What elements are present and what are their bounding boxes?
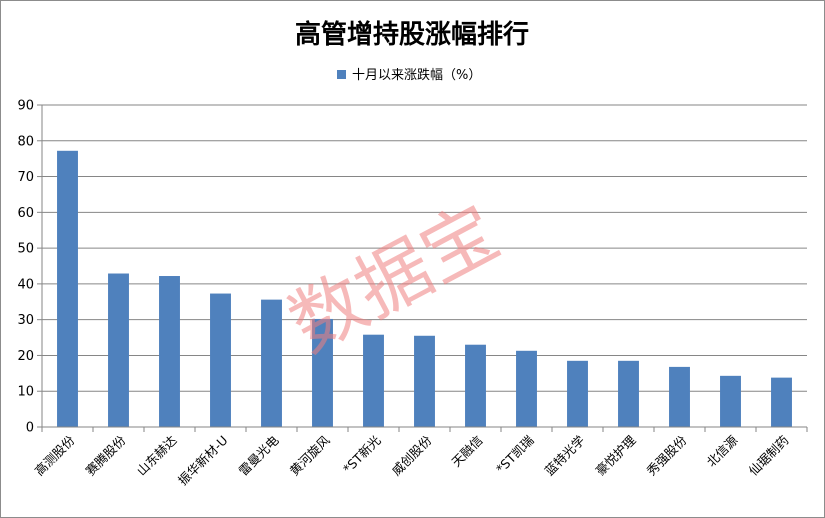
x-tick-label: 仙琚制药 (746, 433, 792, 479)
bar (414, 335, 435, 427)
bar (618, 360, 639, 427)
bar (57, 150, 78, 427)
x-tick-label: 雷曼光电 (236, 432, 282, 478)
y-tick-label: 90 (17, 99, 34, 114)
x-tick-label: *ST凯瑞 (493, 433, 537, 477)
bar (465, 344, 486, 427)
y-tick-label: 70 (17, 170, 34, 185)
chart-title: 高管增持股涨幅排行 (295, 19, 529, 50)
bar (771, 377, 792, 427)
bars (57, 150, 792, 427)
legend-label: 十月以来涨跌幅（%） (352, 67, 481, 83)
bar (363, 334, 384, 427)
watermark: 数据宝 (276, 189, 512, 369)
bar (720, 375, 741, 427)
y-tick-label: 50 (17, 242, 34, 257)
x-tick-label: *ST新光 (340, 433, 384, 477)
legend-swatch (337, 70, 346, 79)
x-tick-label: 秀强股份 (644, 432, 690, 478)
bar (516, 350, 537, 427)
x-tick-label: 豪悦护理 (593, 432, 639, 478)
x-tick-label: 高测股份 (32, 432, 78, 478)
x-tick-label: 振华新材-U (175, 433, 231, 489)
y-axis-ticks: 0 10 20 30 40 50 60 70 80 90 (17, 99, 42, 436)
bar (108, 273, 129, 427)
bar (567, 360, 588, 427)
x-tick-label: 山东赫达 (134, 432, 180, 478)
x-tick-label: 黄河旋风 (287, 432, 333, 478)
y-tick-label: 0 (26, 421, 34, 436)
bar (159, 276, 180, 427)
x-tick-label: 蓝特光学 (542, 433, 588, 479)
y-tick-label: 40 (17, 277, 34, 292)
y-tick-label: 10 (17, 385, 34, 400)
chart-legend: 十月以来涨跌幅（%） (337, 67, 481, 83)
x-tick-label: 赛腾股份 (83, 432, 129, 478)
y-tick-label: 80 (17, 134, 34, 149)
x-tick-label: 威创股份 (389, 432, 435, 478)
bar (669, 366, 690, 427)
bar (210, 293, 231, 427)
y-tick-label: 20 (17, 349, 34, 364)
x-tick-label: 天融信 (448, 433, 485, 470)
bar (312, 318, 333, 427)
x-tick-label: 北信源 (703, 432, 740, 469)
y-tick-label: 30 (17, 313, 34, 328)
y-tick-label: 60 (17, 206, 34, 221)
bar (261, 299, 282, 427)
